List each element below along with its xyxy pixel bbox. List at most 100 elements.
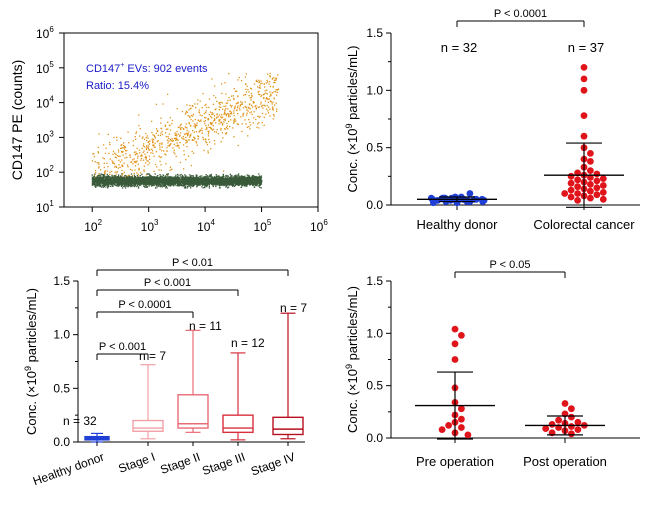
event-dot bbox=[225, 93, 226, 94]
event-dot bbox=[207, 119, 208, 120]
event-dot bbox=[233, 99, 234, 100]
event-dot bbox=[172, 138, 173, 139]
event-dot bbox=[182, 138, 183, 139]
event-dot bbox=[206, 110, 207, 111]
event-dot bbox=[179, 126, 180, 127]
event-dot bbox=[165, 126, 166, 127]
event-dot bbox=[237, 123, 238, 124]
event-dot bbox=[215, 122, 216, 123]
event-dot bbox=[133, 145, 134, 146]
event-dot bbox=[109, 174, 110, 175]
event-dot bbox=[98, 175, 99, 176]
event-dot bbox=[253, 117, 254, 118]
event-dot bbox=[221, 114, 222, 115]
event-dot bbox=[216, 117, 217, 118]
event-dot bbox=[243, 95, 244, 96]
event-dot bbox=[170, 143, 171, 144]
event-dot bbox=[189, 186, 190, 187]
event-dot bbox=[251, 88, 252, 89]
event-dot bbox=[132, 163, 133, 164]
event-dot bbox=[200, 101, 201, 102]
event-dot bbox=[191, 115, 192, 116]
event-dot bbox=[260, 96, 261, 97]
event-dot bbox=[137, 156, 138, 157]
event-dot bbox=[251, 105, 252, 106]
event-dot bbox=[175, 138, 176, 139]
event-dot bbox=[94, 186, 95, 187]
event-dot bbox=[136, 161, 137, 162]
event-dot bbox=[185, 142, 186, 143]
event-dot bbox=[94, 174, 95, 175]
event-dot bbox=[177, 175, 178, 176]
event-dot bbox=[180, 125, 181, 126]
event-dot bbox=[156, 104, 157, 105]
event-dot bbox=[143, 145, 144, 146]
event-dot bbox=[237, 175, 238, 176]
event-dot bbox=[161, 150, 162, 151]
event-dot bbox=[167, 187, 168, 188]
event-dot bbox=[143, 151, 144, 152]
event-dot bbox=[139, 135, 140, 136]
event-dot bbox=[161, 128, 162, 129]
event-dot bbox=[143, 169, 144, 170]
event-dot bbox=[266, 98, 267, 99]
event-dot bbox=[272, 92, 273, 93]
event-dot bbox=[276, 109, 277, 110]
event-dot bbox=[266, 109, 267, 110]
event-dot bbox=[275, 91, 276, 92]
event-dot bbox=[207, 131, 208, 132]
event-dot bbox=[124, 157, 125, 158]
event-dot bbox=[176, 135, 177, 136]
event-dot bbox=[276, 103, 277, 104]
event-dot bbox=[225, 133, 226, 134]
event-dot bbox=[232, 127, 233, 128]
event-dot bbox=[144, 166, 145, 167]
event-dot bbox=[109, 144, 110, 145]
figure: 102 103 104 105 106101102103104105106CD147 P… bbox=[0, 0, 650, 510]
event-dot bbox=[193, 140, 194, 141]
event-dot bbox=[196, 142, 197, 143]
event-dot bbox=[132, 159, 133, 160]
event-dot bbox=[251, 93, 252, 94]
event-dot bbox=[186, 123, 187, 124]
event-dot bbox=[159, 145, 160, 146]
event-dot bbox=[107, 170, 108, 171]
event-dot bbox=[189, 185, 190, 186]
event-dot bbox=[150, 152, 151, 153]
event-dot bbox=[234, 121, 235, 122]
event-dot bbox=[192, 151, 193, 152]
event-dot bbox=[148, 173, 149, 174]
event-dot bbox=[201, 186, 202, 187]
event-dot bbox=[180, 132, 181, 133]
event-dot bbox=[115, 157, 116, 158]
event-dot bbox=[213, 186, 214, 187]
event-dot bbox=[245, 76, 246, 77]
event-dot bbox=[152, 142, 153, 143]
event-dot bbox=[225, 120, 226, 121]
event-dot bbox=[186, 146, 187, 147]
event-dot bbox=[247, 113, 248, 114]
event-dot bbox=[267, 74, 268, 75]
event-dot bbox=[241, 104, 242, 105]
event-dot bbox=[269, 75, 270, 76]
event-dot bbox=[99, 133, 100, 134]
event-dot bbox=[270, 94, 271, 95]
event-dot bbox=[183, 150, 184, 151]
event-dot bbox=[134, 161, 135, 162]
event-dot bbox=[170, 117, 171, 118]
event-dot bbox=[276, 111, 277, 112]
event-dot bbox=[128, 142, 129, 143]
event-dot bbox=[262, 105, 263, 106]
event-dot bbox=[245, 101, 246, 102]
event-dot bbox=[202, 107, 203, 108]
event-dot bbox=[173, 140, 174, 141]
event-dot bbox=[92, 185, 93, 186]
event-dot bbox=[166, 186, 167, 187]
event-dot bbox=[194, 184, 195, 185]
event-dot bbox=[142, 148, 143, 149]
event-dot bbox=[207, 185, 208, 186]
event-dot bbox=[204, 117, 205, 118]
event-dot bbox=[267, 110, 268, 111]
event-dot bbox=[178, 127, 179, 128]
event-dot bbox=[149, 156, 150, 157]
